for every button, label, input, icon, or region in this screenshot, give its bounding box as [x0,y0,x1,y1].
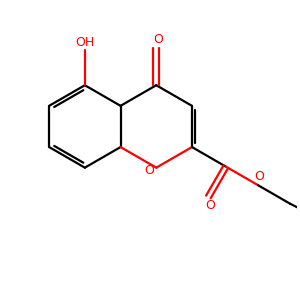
Text: O: O [254,170,264,183]
Text: O: O [205,199,215,212]
Text: OH: OH [75,36,94,49]
Text: O: O [154,33,164,46]
Text: O: O [144,164,154,176]
